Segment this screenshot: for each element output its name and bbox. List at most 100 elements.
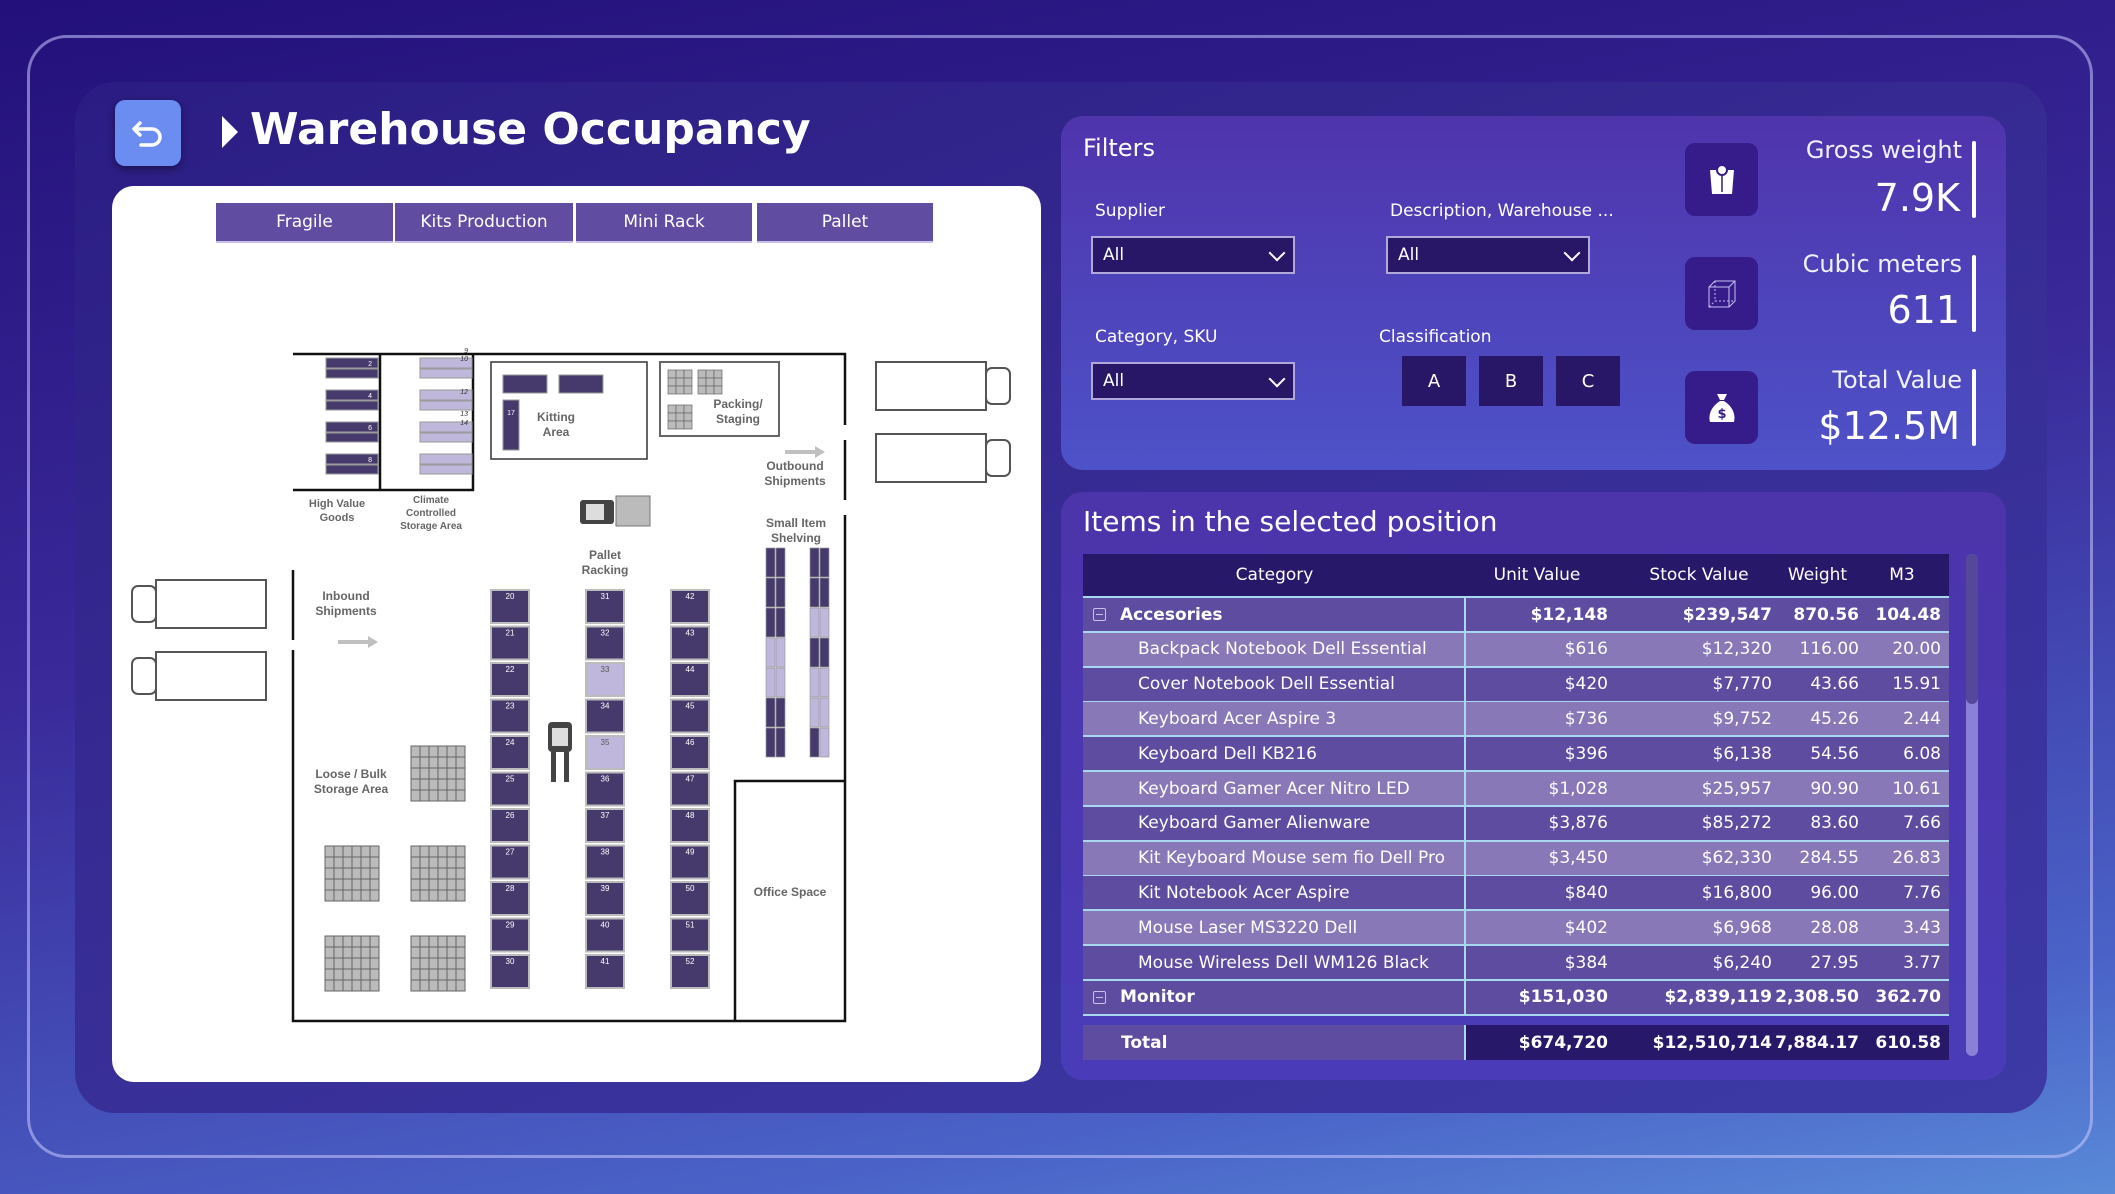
category-dropdown[interactable]: All: [1091, 362, 1295, 400]
rack-slot[interactable]: [587, 919, 623, 951]
shelf-slot[interactable]: [809, 667, 820, 698]
rack-slot[interactable]: [672, 956, 708, 987]
shelf-slot[interactable]: [765, 667, 776, 698]
table-row[interactable]: Cover Notebook Dell Essential $420 $7,770 4…: [1083, 667, 1949, 703]
rack-slot[interactable]: [419, 389, 473, 401]
col-category[interactable]: Category: [1235, 565, 1314, 585]
rack-slot[interactable]: [419, 432, 473, 443]
rack-slot[interactable]: [672, 773, 708, 805]
rack-slot[interactable]: [325, 368, 379, 379]
table-row[interactable]: Kit Keyboard Mouse sem fio Dell Pro $3,45…: [1083, 841, 1949, 877]
tab-fragile[interactable]: Fragile: [216, 203, 393, 243]
shelf-slot[interactable]: [819, 667, 830, 698]
shelf-slot[interactable]: [775, 667, 786, 698]
shelf-slot[interactable]: [775, 577, 786, 608]
rack-slot[interactable]: [492, 700, 528, 732]
tab-mini-rack[interactable]: Mini Rack: [576, 203, 752, 243]
rack-slot[interactable]: [587, 700, 623, 732]
rack-slot[interactable]: [672, 919, 708, 951]
rack-slot[interactable]: [325, 464, 379, 475]
collapse-icon[interactable]: [1093, 990, 1106, 1004]
rack-slot[interactable]: [325, 400, 379, 411]
scrollbar-thumb[interactable]: [1966, 554, 1978, 704]
shelf-slot[interactable]: [775, 607, 786, 638]
rack-slot[interactable]: [492, 591, 528, 622]
col-unit-value[interactable]: Unit Value: [1493, 565, 1581, 585]
table-row[interactable]: Keyboard Acer Aspire 3 $736 $9,752 45.26 2.4…: [1083, 702, 1949, 738]
shelf-slot[interactable]: [775, 727, 786, 758]
shelf-slot[interactable]: [819, 637, 830, 668]
shelf-slot[interactable]: [819, 577, 830, 608]
rack-slot[interactable]: [492, 810, 528, 841]
shelf-slot[interactable]: [765, 607, 776, 638]
rack-slot[interactable]: [587, 773, 623, 805]
rack-slot[interactable]: [587, 737, 623, 768]
shelf-slot[interactable]: [809, 607, 820, 638]
shelf-slot[interactable]: [819, 547, 830, 578]
shelf-slot[interactable]: [819, 697, 830, 728]
shelf-slot[interactable]: [819, 727, 830, 758]
table-row[interactable]: Kit Notebook Acer Aspire $840 $16,800 96.00…: [1083, 876, 1949, 912]
rack-slot[interactable]: [419, 400, 473, 411]
rack-slot[interactable]: [492, 627, 528, 659]
classification-a-button[interactable]: A: [1402, 356, 1466, 406]
shelf-slot[interactable]: [765, 697, 776, 728]
rack-slot[interactable]: [492, 883, 528, 914]
shelf-slot[interactable]: [765, 577, 776, 608]
rack-slot[interactable]: [587, 883, 623, 914]
rack-slot[interactable]: [587, 810, 623, 841]
classification-b-button[interactable]: B: [1479, 356, 1543, 406]
shelf-slot[interactable]: [809, 577, 820, 608]
rack-slot[interactable]: [672, 627, 708, 659]
shelf-slot[interactable]: [819, 607, 830, 638]
shelf-slot[interactable]: [775, 637, 786, 668]
shelf-slot[interactable]: [809, 547, 820, 578]
table-row[interactable]: Keyboard Gamer Acer Nitro LED $1,028 $25,9…: [1083, 772, 1949, 807]
table-group-row[interactable]: Accesories $12,148 $239,547 870.56 104.48: [1083, 598, 1949, 633]
rack-slot[interactable]: [419, 421, 473, 433]
table-row[interactable]: Mouse Wireless Dell WM126 Black $384 $6,24…: [1083, 946, 1949, 981]
shelf-slot[interactable]: [765, 727, 776, 758]
rack-slot[interactable]: [419, 368, 473, 379]
description-dropdown[interactable]: All: [1386, 236, 1590, 274]
rack-slot[interactable]: [672, 810, 708, 841]
tab-pallet[interactable]: Pallet: [757, 203, 933, 243]
rack-slot[interactable]: [672, 591, 708, 622]
rack-slot[interactable]: [672, 664, 708, 695]
rack-slot[interactable]: [325, 389, 379, 401]
rack-slot[interactable]: [492, 956, 528, 987]
shelf-slot[interactable]: [809, 637, 820, 668]
rack-slot[interactable]: [325, 453, 379, 465]
rack-slot[interactable]: [492, 737, 528, 768]
table-row[interactable]: Keyboard Dell KB216 $396 $6,138 54.56 6.08: [1083, 737, 1949, 773]
tab-kits-production[interactable]: Kits Production: [395, 203, 573, 243]
col-weight[interactable]: Weight: [1787, 565, 1848, 585]
shelf-slot[interactable]: [809, 697, 820, 728]
shelf-slot[interactable]: [775, 697, 786, 728]
shelf-slot[interactable]: [775, 547, 786, 578]
rack-slot[interactable]: [672, 737, 708, 768]
table-row[interactable]: Backpack Notebook Dell Essential $616 $12,…: [1083, 632, 1949, 668]
rack-slot[interactable]: [419, 453, 473, 465]
table-group-row[interactable]: Monitor $151,030 $2,839,119 2,308.50 362.70: [1083, 980, 1949, 1016]
shelf-slot[interactable]: [809, 727, 820, 758]
rack-slot[interactable]: [325, 432, 379, 443]
rack-slot[interactable]: [492, 664, 528, 695]
table-row[interactable]: Mouse Laser MS3220 Dell $402 $6,968 28.08 3.…: [1083, 911, 1949, 947]
rack-slot[interactable]: [492, 846, 528, 878]
supplier-dropdown[interactable]: All: [1091, 236, 1295, 274]
rack-slot[interactable]: [492, 773, 528, 805]
back-button[interactable]: [115, 100, 181, 166]
rack-slot[interactable]: [492, 919, 528, 951]
rack-slot[interactable]: [587, 664, 623, 695]
rack-slot[interactable]: [587, 956, 623, 987]
classification-c-button[interactable]: C: [1556, 356, 1620, 406]
rack-slot[interactable]: [587, 846, 623, 878]
collapse-icon[interactable]: [1093, 608, 1106, 621]
kitting-rack[interactable]: [502, 399, 520, 451]
rack-slot[interactable]: [587, 591, 623, 622]
rack-slot[interactable]: [587, 627, 623, 659]
col-stock-value[interactable]: Stock Value: [1649, 565, 1749, 585]
rack-slot[interactable]: [325, 357, 379, 369]
table-row[interactable]: Keyboard Gamer Alienware $3,876 $85,272 83.…: [1083, 806, 1949, 842]
